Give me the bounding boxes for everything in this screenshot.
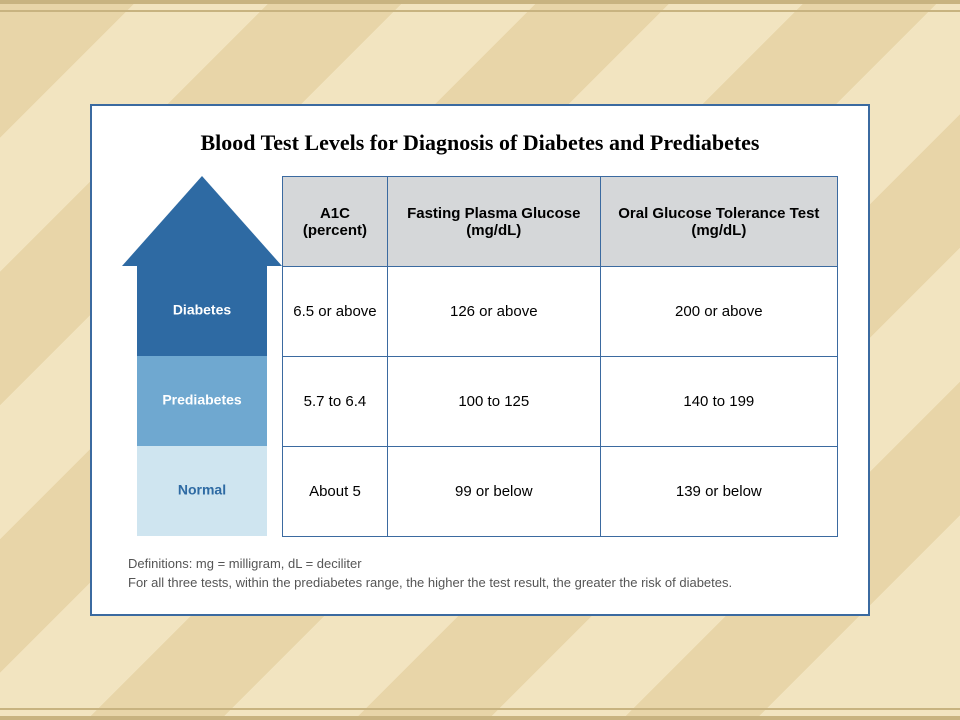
cell: 200 or above — [600, 267, 837, 357]
table-row: About 5 99 or below 139 or below — [283, 447, 838, 537]
table-row: 5.7 to 6.4 100 to 125 140 to 199 — [283, 357, 838, 447]
footnote: Definitions: mg = milligram, dL = decili… — [122, 555, 838, 591]
cell: 99 or below — [387, 447, 600, 537]
row-header-label: Normal — [178, 482, 226, 498]
info-panel: Blood Test Levels for Diagnosis of Diabe… — [90, 104, 870, 615]
cell: 139 or below — [600, 447, 837, 537]
cell: 126 or above — [387, 267, 600, 357]
panel-title: Blood Test Levels for Diagnosis of Diabe… — [122, 130, 838, 156]
footnote-line: Definitions: mg = milligram, dL = decili… — [128, 555, 838, 573]
cell: 140 to 199 — [600, 357, 837, 447]
col-header-fpg: Fasting Plasma Glucose (mg/dL) — [387, 177, 600, 267]
arrow-column: Diabetes Prediabetes Normal — [122, 176, 282, 537]
cell: 5.7 to 6.4 — [283, 357, 388, 447]
cell: About 5 — [283, 447, 388, 537]
cell: 6.5 or above — [283, 267, 388, 357]
row-header-label: Diabetes — [173, 302, 232, 318]
row-header-label: Prediabetes — [162, 392, 242, 408]
table-row: 6.5 or above 126 or above 200 or above — [283, 267, 838, 357]
levels-table: A1C (percent) Fasting Plasma Glucose (mg… — [282, 176, 838, 537]
cell: 100 to 125 — [387, 357, 600, 447]
severity-arrow-icon: Diabetes Prediabetes Normal — [122, 176, 282, 536]
panel-content: Diabetes Prediabetes Normal A1C (percent) … — [122, 176, 838, 537]
col-header-ogtt: Oral Glucose Tolerance Test (mg/dL) — [600, 177, 837, 267]
col-header-a1c: A1C (percent) — [283, 177, 388, 267]
footnote-line: For all three tests, within the prediabe… — [128, 574, 838, 592]
